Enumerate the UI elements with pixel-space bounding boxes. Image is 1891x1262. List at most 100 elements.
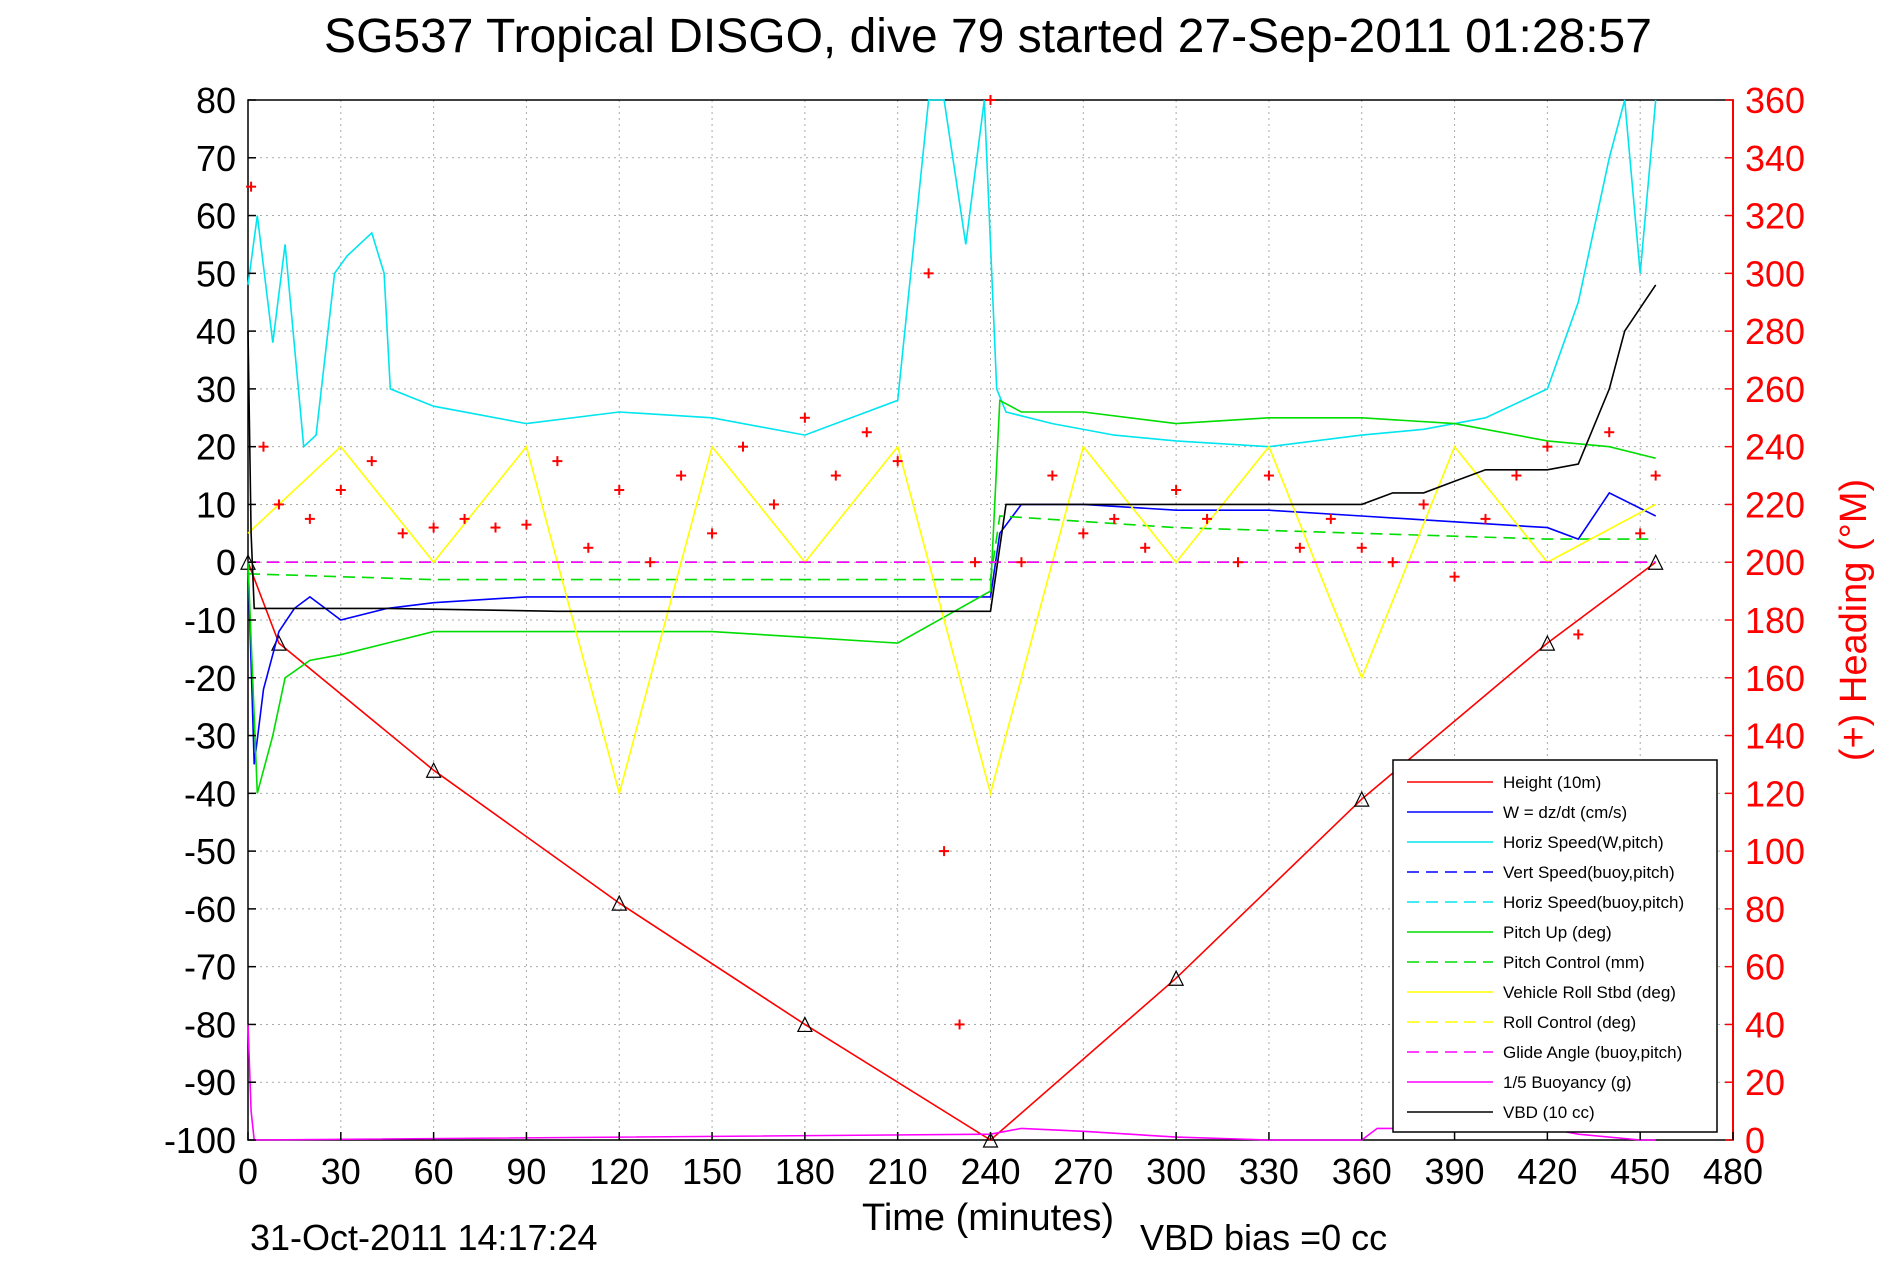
y2-tick-label: 340 bbox=[1745, 138, 1805, 179]
height-marker bbox=[1353, 790, 1370, 807]
heading-marker bbox=[1202, 513, 1213, 524]
heading-marker bbox=[1480, 513, 1491, 524]
legend-entry: Height (10m) bbox=[1503, 773, 1601, 792]
y-tick-label: 30 bbox=[196, 369, 236, 410]
height-marker bbox=[796, 1016, 813, 1033]
right-axis: 3603403203002802602402202001801601401201… bbox=[1725, 80, 1805, 1161]
y2-tick-label: 0 bbox=[1745, 1120, 1765, 1161]
y2-tick-label: 320 bbox=[1745, 196, 1805, 237]
heading-marker bbox=[645, 557, 656, 568]
legend: Height (10m) W = dz/dt (cm/s) Horiz Speed(… bbox=[1392, 759, 1718, 1133]
x-tick-label: 450 bbox=[1610, 1151, 1670, 1192]
y-tick-label: -10 bbox=[184, 600, 236, 641]
series-layer bbox=[240, 95, 1664, 1148]
x-tick-label: 330 bbox=[1239, 1151, 1299, 1192]
y-tick-label: -20 bbox=[184, 658, 236, 699]
heading-marker bbox=[1542, 441, 1553, 452]
footer-vbd-bias: VBD bias =0 cc bbox=[1140, 1217, 1387, 1258]
x-tick-label: 270 bbox=[1053, 1151, 1113, 1192]
legend-entry: Vert Speed(buoy,pitch) bbox=[1503, 863, 1675, 882]
heading-marker bbox=[1263, 470, 1274, 481]
legend-box bbox=[1392, 759, 1718, 1133]
y-tick-label: -70 bbox=[184, 947, 236, 988]
heading-marker bbox=[985, 95, 996, 105]
heading-marker bbox=[1233, 557, 1243, 568]
y-tick-label: 0 bbox=[216, 542, 236, 583]
y-tick-label: -50 bbox=[184, 831, 236, 872]
y2-tick-label: 60 bbox=[1745, 947, 1785, 988]
y2-tick-label: 120 bbox=[1745, 773, 1805, 814]
heading-marker bbox=[1047, 470, 1058, 481]
heading-marker bbox=[1449, 571, 1460, 582]
y-tick-label: -60 bbox=[184, 889, 236, 930]
heading-marker bbox=[799, 412, 810, 423]
heading-marker bbox=[970, 557, 981, 568]
heading-marker bbox=[304, 513, 315, 524]
x-tick-label: 300 bbox=[1146, 1151, 1206, 1192]
heading-marker bbox=[614, 485, 625, 495]
y2-tick-label: 180 bbox=[1745, 600, 1805, 641]
x-tick-label: 240 bbox=[960, 1151, 1020, 1192]
legend-entry: VBD (10 cc) bbox=[1503, 1103, 1595, 1122]
height-marker bbox=[1539, 634, 1556, 651]
legend-entry: W = dz/dt (cm/s) bbox=[1503, 803, 1627, 822]
x-tick-label: 150 bbox=[682, 1151, 742, 1192]
legend-entry: 1/5 Buoyancy (g) bbox=[1503, 1073, 1632, 1092]
heading-marker bbox=[861, 427, 872, 438]
legend-entry: Pitch Up (deg) bbox=[1503, 923, 1612, 942]
x-tick-label: 210 bbox=[868, 1151, 928, 1192]
heading-marker bbox=[1356, 542, 1367, 553]
y2-tick-label: 260 bbox=[1745, 369, 1805, 410]
y-tick-label: -40 bbox=[184, 773, 236, 814]
heading-marker bbox=[1635, 528, 1646, 539]
legend-entry: Horiz Speed(W,pitch) bbox=[1503, 833, 1664, 852]
series-line-vbd-10-cc bbox=[247, 284, 1657, 613]
x-tick-label: 420 bbox=[1517, 1151, 1577, 1192]
y2-tick-label: 140 bbox=[1745, 716, 1805, 757]
y-tick-label: 50 bbox=[196, 253, 236, 294]
x-axis: 0 30 60 90 120 150 180 210 240 270 300 330 360 390 420… bbox=[238, 1132, 1763, 1192]
x-tick-label: 120 bbox=[589, 1151, 649, 1192]
heading-marker bbox=[676, 470, 687, 481]
legend-entry: Vehicle Roll Stbd (deg) bbox=[1503, 983, 1676, 1002]
y2-tick-label: 80 bbox=[1745, 889, 1785, 930]
y-tick-label: 80 bbox=[196, 80, 236, 121]
height-marker bbox=[425, 761, 442, 778]
y-tick-label: -90 bbox=[184, 1062, 236, 1103]
heading-marker bbox=[1604, 427, 1615, 438]
heading-marker bbox=[923, 268, 934, 279]
heading-marker bbox=[521, 519, 532, 530]
left-axis: 80 70 60 50 40 30 20 10 0 -10 -20 -30 -40 -50 -60 -70 -8… bbox=[164, 80, 256, 1161]
chart-title: SG537 Tropical DISGO, dive 79 started 27… bbox=[324, 10, 1652, 63]
x-tick-label: 0 bbox=[238, 1151, 258, 1192]
heading-marker bbox=[1387, 557, 1398, 568]
y2-tick-label: 40 bbox=[1745, 1004, 1785, 1045]
x-tick-label: 480 bbox=[1703, 1151, 1763, 1192]
heading-marker bbox=[1573, 629, 1584, 640]
heading-marker bbox=[258, 441, 269, 452]
y-tick-label: -100 bbox=[164, 1120, 236, 1161]
heading-marker bbox=[583, 542, 594, 553]
y-tick-label: -30 bbox=[184, 716, 236, 757]
series-line-w-dz-dt-cm-s bbox=[247, 491, 1657, 765]
heading-marker bbox=[939, 846, 950, 857]
heading-marker bbox=[1109, 513, 1120, 524]
legend-entry: Pitch Control (mm) bbox=[1503, 953, 1645, 972]
heading-marker bbox=[273, 499, 284, 510]
x-tick-label: 60 bbox=[414, 1151, 454, 1192]
x-tick-label: 30 bbox=[321, 1151, 361, 1192]
height-marker bbox=[1168, 969, 1185, 986]
y2-tick-label: 100 bbox=[1745, 831, 1805, 872]
series-line-pitch-up-deg bbox=[247, 399, 1656, 794]
heading-marker bbox=[768, 499, 779, 510]
series-line-pitch-control-mm bbox=[247, 515, 1656, 581]
heading-marker bbox=[738, 441, 748, 452]
heading-marker bbox=[1325, 513, 1336, 524]
heading-marker bbox=[335, 485, 346, 495]
x-tick-label: 180 bbox=[775, 1151, 835, 1192]
y2-tick-label: 240 bbox=[1745, 427, 1805, 468]
y2-tick-label: 220 bbox=[1745, 484, 1805, 525]
heading-marker bbox=[1078, 528, 1089, 539]
legend-entry: Glide Angle (buoy,pitch) bbox=[1503, 1043, 1682, 1062]
